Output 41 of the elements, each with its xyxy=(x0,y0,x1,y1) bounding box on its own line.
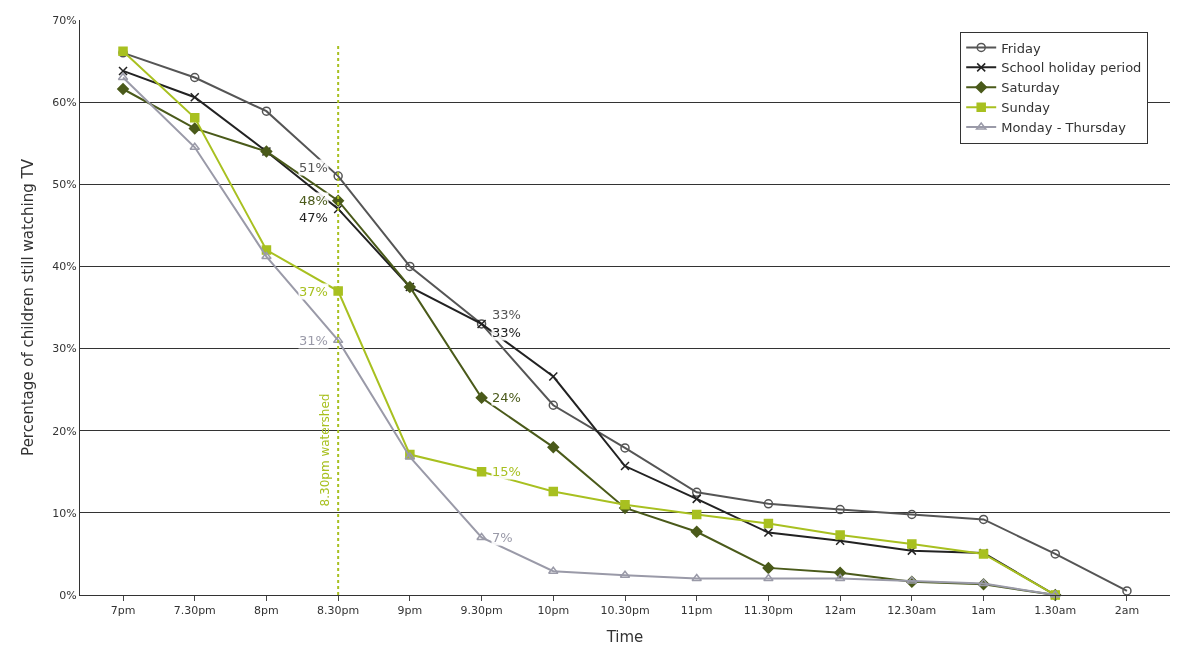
data-label: 48% xyxy=(299,193,328,208)
y-tick-label: 50% xyxy=(52,178,77,192)
y-tick-label: 30% xyxy=(52,342,77,356)
legend-label: School holiday period xyxy=(1001,60,1142,76)
data-label: 7% xyxy=(492,530,513,545)
legend-label: Sunday xyxy=(1001,100,1051,116)
y-tick-label: 20% xyxy=(52,424,77,438)
legend-label: Friday xyxy=(1001,40,1041,56)
x-tick-label: 10.30pm xyxy=(600,604,650,618)
legend-label: Monday - Thursday xyxy=(1001,120,1127,136)
x-axis-title: Time xyxy=(605,628,644,647)
x-tick-label: 9pm xyxy=(397,604,423,618)
y-tick-label: 60% xyxy=(52,95,77,109)
x-tick-label: 1.30am xyxy=(1034,604,1077,618)
data-label: 24% xyxy=(492,390,521,405)
data-label: 47% xyxy=(299,210,328,225)
legend-label: Saturday xyxy=(1001,80,1061,96)
x-tick-label: 7pm xyxy=(110,604,136,618)
y-tick-label: 10% xyxy=(52,506,77,520)
y-axis-title: Percentage of children still watching TV xyxy=(18,158,37,456)
data-label: 15% xyxy=(492,464,521,479)
x-tick-label: 1am xyxy=(971,604,996,618)
x-tick-label: 12am xyxy=(824,604,856,618)
ref-line-label: 8.30pm watershed xyxy=(317,393,332,507)
x-tick-label: 12.30am xyxy=(887,604,937,618)
data-label: 33% xyxy=(492,325,521,340)
x-tick-label: 11.30pm xyxy=(743,604,794,618)
data-label: 37% xyxy=(299,284,328,299)
data-label: 31% xyxy=(299,333,328,348)
x-tick-label: 9.30pm xyxy=(460,604,503,618)
x-tick-label: 2am xyxy=(1114,604,1140,618)
data-label: 33% xyxy=(492,307,521,322)
x-tick-label: 8pm xyxy=(254,604,279,618)
x-tick-label: 11pm xyxy=(680,604,713,618)
x-tick-label: 7.30pm xyxy=(173,604,216,618)
y-tick-label: 70% xyxy=(52,13,77,27)
y-tick-label: 0% xyxy=(59,588,77,602)
data-label: 51% xyxy=(299,160,328,175)
x-tick-label: 8.30pm xyxy=(317,604,360,618)
x-tick-label: 10pm xyxy=(537,604,570,618)
y-tick-label: 40% xyxy=(52,260,77,274)
